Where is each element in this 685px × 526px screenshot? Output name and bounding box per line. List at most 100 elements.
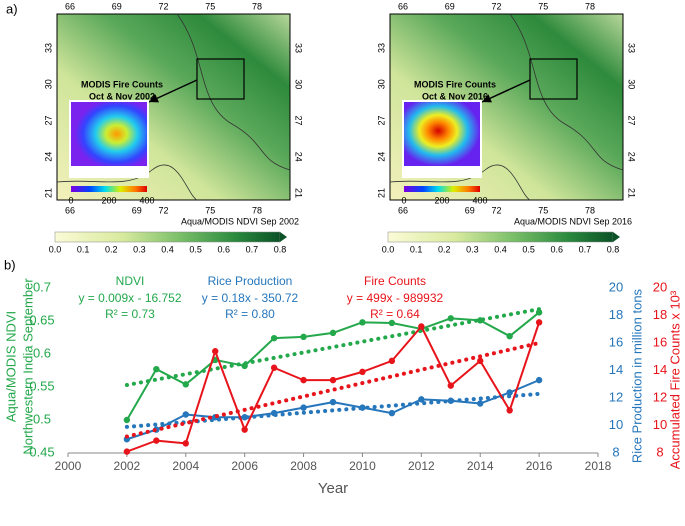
lon-tick-label: 69 [465,205,475,215]
legend-label: NDVI [116,274,145,288]
ndvi-colorbar [387,231,614,243]
y-tick-label: 12 [609,389,623,404]
lat-tick-label: 33 [376,43,386,53]
colorbar-tick-label: 0.5 [522,244,535,254]
data-point [182,411,189,418]
fire-annotation: MODIS Fire Counts [81,79,163,89]
inset-tick-label: 400 [139,195,154,205]
legend-label: Rice Production [208,274,293,288]
lon-tick-label: 72 [158,205,168,215]
x-tick-label: 2016 [526,459,553,473]
lat-tick-label: 21 [294,188,304,198]
lat-tick-label: 33 [43,43,53,53]
lat-tick-label: 30 [627,79,637,89]
data-point [477,317,484,324]
data-point [182,381,189,388]
lat-tick-label: 24 [43,152,53,162]
colorbar-tick-label: 0.0 [382,244,395,254]
data-point [153,365,160,373]
map-caption: Aqua/MODIS NDVI Sep 2002 [181,216,299,226]
lat-tick-label: 21 [376,188,386,198]
lat-tick-label: 27 [376,115,386,125]
lon-tick-label: 75 [538,205,548,215]
border-line [509,13,624,171]
r-squared: R² = 0.73 [105,307,155,321]
panel-label: b) [4,257,16,272]
y-tick-label: 0.65 [29,312,54,327]
data-point [506,407,513,414]
trend-line [124,341,542,439]
inset-tick-label: 200 [101,195,116,205]
lat-tick-label: 21 [627,188,637,198]
y-tick-label: 14 [609,362,623,377]
lon-tick-label: 66 [65,205,75,215]
lon-tick-label: 66 [398,1,408,11]
panel-label: a) [6,1,18,16]
lon-tick-label: 75 [538,1,548,11]
data-point [418,396,425,403]
coast-line [389,164,531,201]
lat-tick-label: 33 [627,43,637,53]
colorbar-tick-label: 0.7 [246,244,259,254]
data-point [123,448,131,455]
data-point [477,400,484,407]
arrow [148,79,198,103]
y2-axis-title: Rice Production in million tons [629,288,644,463]
data-point [241,362,248,370]
lon-tick-label: 69 [112,1,122,11]
data-point [359,368,366,376]
lat-tick-label: 33 [294,43,304,53]
arrow [481,79,531,103]
x-axis-title: Year [318,480,348,497]
fire-annotation: Oct & Nov 2002 [89,91,155,101]
lon-tick-label: 66 [65,1,75,11]
data-point [359,319,366,326]
lat-tick-label: 24 [627,152,637,162]
data-point [153,437,160,444]
lat-tick-label: 27 [43,115,53,125]
inset-tick-label: 0 [68,195,73,205]
x-tick-label: 2004 [172,459,199,473]
data-point [388,319,396,327]
data-point [270,364,278,371]
y-tick-label: 10 [609,417,623,432]
ndvi-colorbar [54,231,281,243]
y-tick-label: 20 [609,279,623,294]
region-box [196,58,245,100]
colorbar-tick-label: 0.6 [217,244,230,254]
lat-tick-label: 30 [43,79,53,89]
x-tick-label: 2002 [114,459,141,473]
x-tick-label: 2010 [349,459,376,473]
lon-tick-label: 72 [158,1,168,11]
data-point [447,315,454,322]
y-tick-label: 16 [653,334,667,349]
inset-colorbar [71,186,147,192]
colorbar-tick-label: 0.1 [77,244,90,254]
lat-tick-label: 30 [376,79,386,89]
equation: y = 0.18x - 350.72 [202,291,299,305]
series-line [126,322,541,453]
data-point [359,404,366,411]
inset-colorbar [404,186,480,192]
y-tick-label: 0.5 [33,411,51,426]
lon-tick-label: 69 [132,205,142,215]
colorbar-tick-label: 0.7 [579,244,592,254]
legend-label: Fire Counts [364,274,426,288]
lon-tick-label: 72 [491,1,501,11]
data-point [506,389,513,396]
colorbar-tick-label: 0.4 [494,244,507,254]
colorbar-tick-label: 0.6 [550,244,563,254]
data-point [241,426,248,433]
data-point [506,332,513,340]
y-tick-label: 12 [653,389,667,404]
lon-tick-label: 72 [491,205,501,215]
colorbar-tick-label: 0.0 [49,244,62,254]
data-point [535,309,543,316]
colorbar-tick-label: 0.2 [105,244,118,254]
data-point [329,376,337,384]
data-point [535,376,543,384]
y-tick-label: 8 [656,444,663,459]
x-tick-label: 2012 [408,459,435,473]
inset-tick-label: 200 [434,195,449,205]
y-tick-label: 10 [653,417,667,432]
